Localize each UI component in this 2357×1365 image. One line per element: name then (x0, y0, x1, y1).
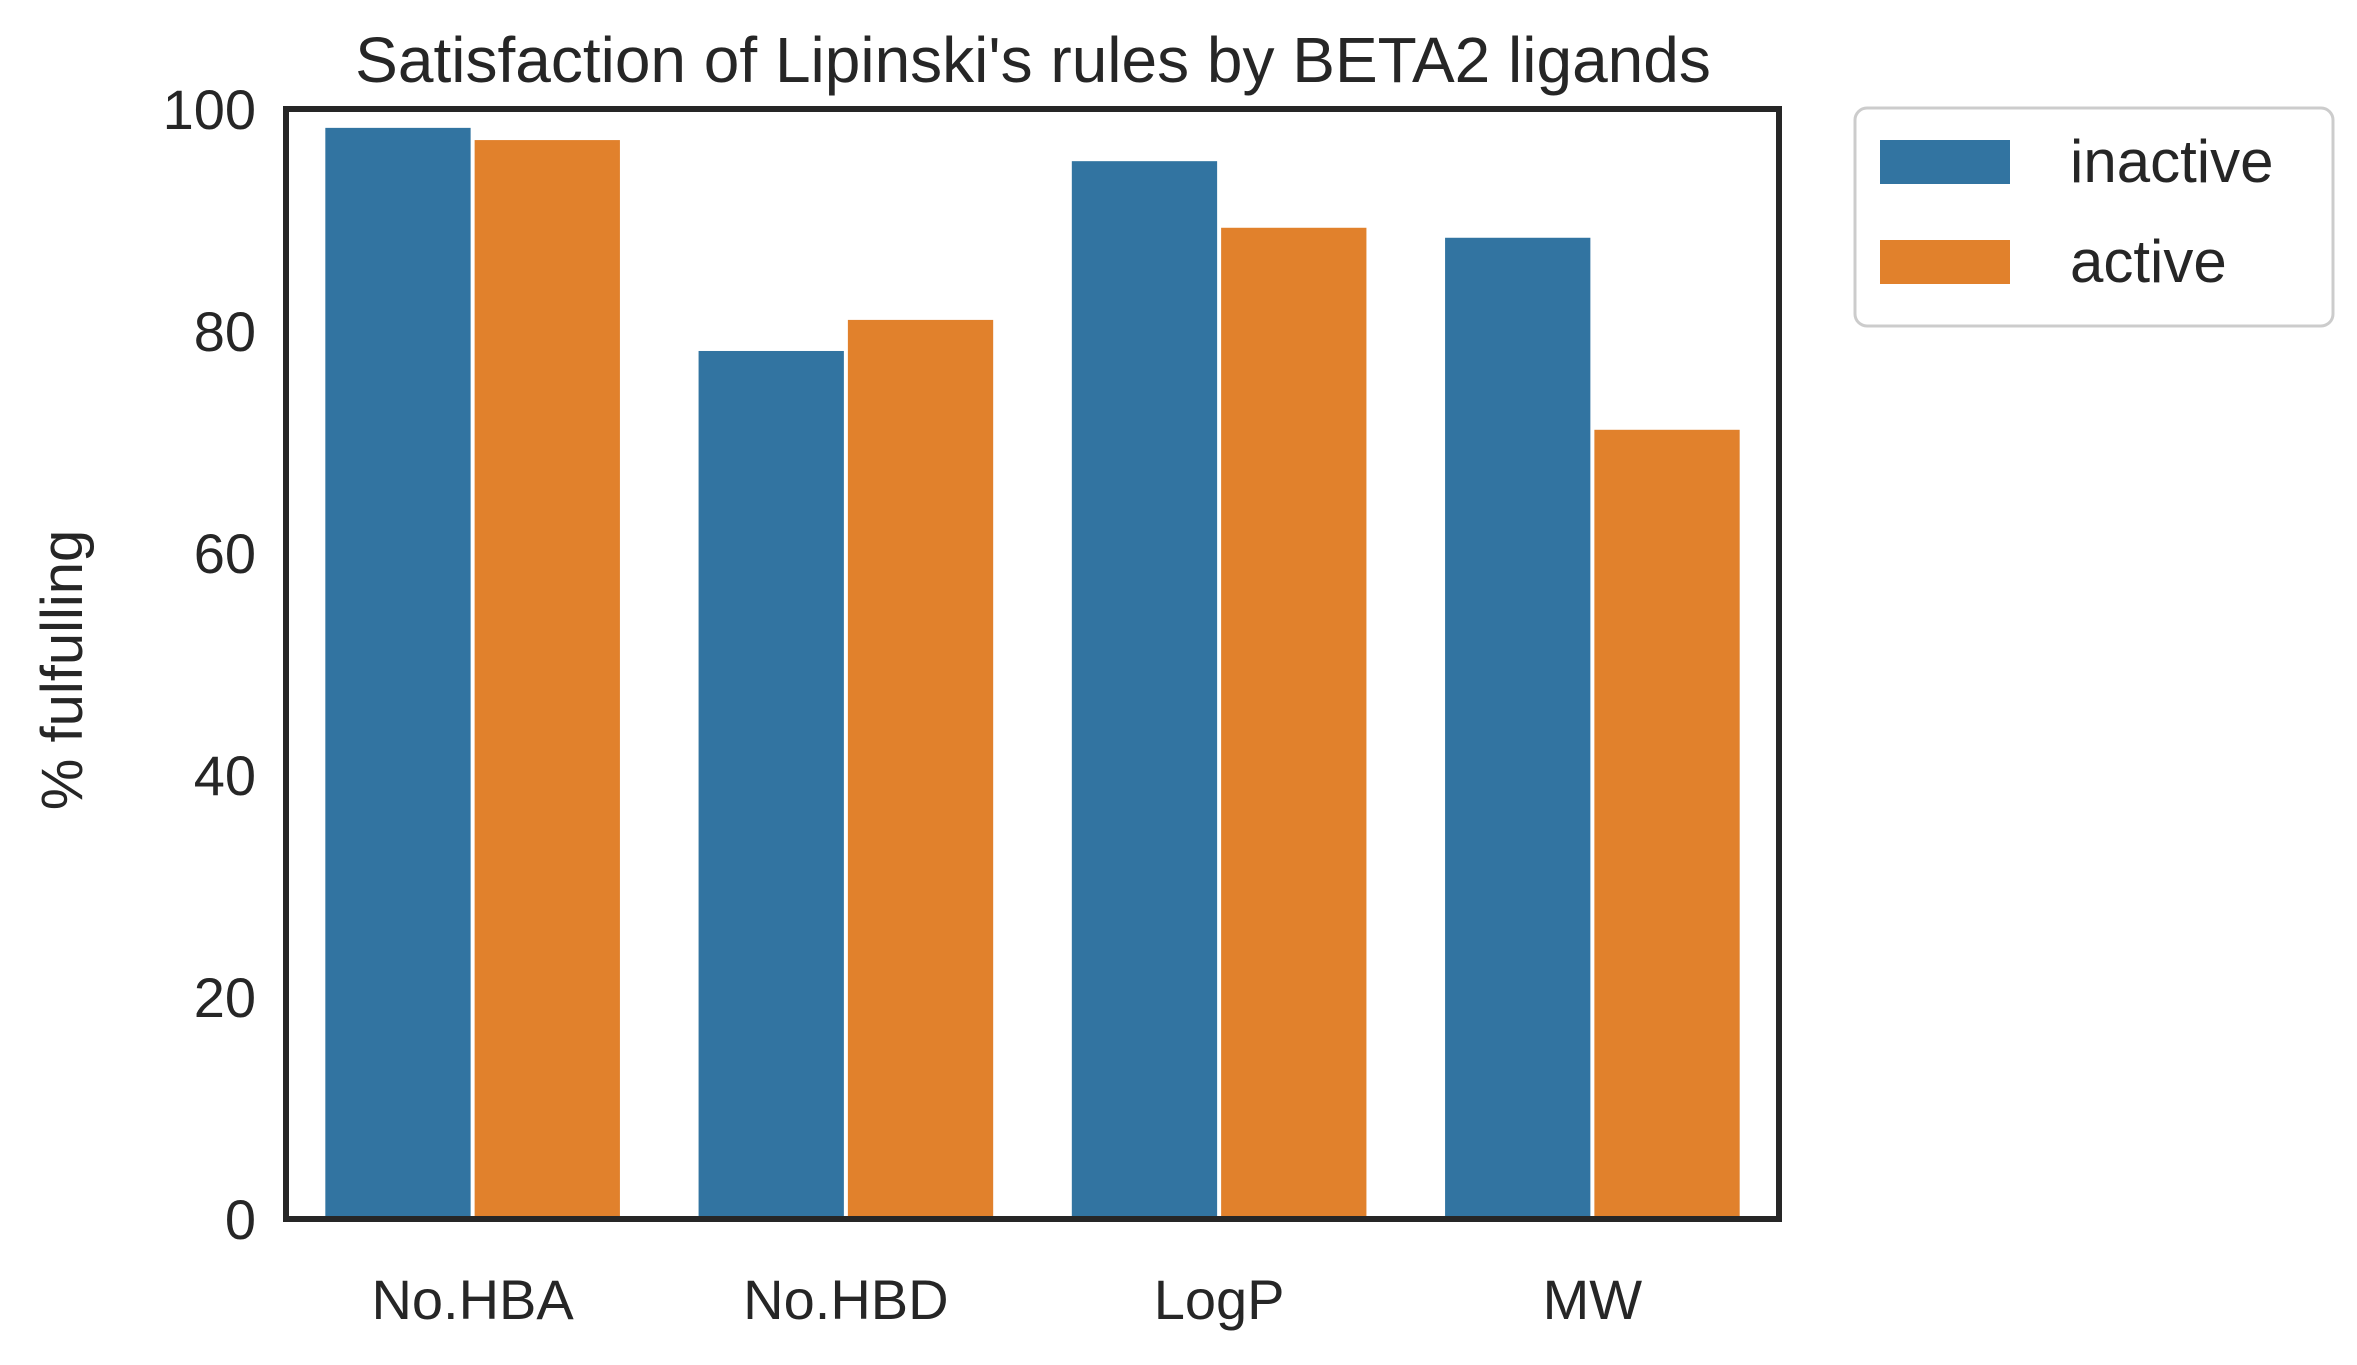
legend-swatch-inactive (1880, 140, 2010, 184)
bar-active-no-hbd (847, 319, 994, 1219)
x-tick-label: MW (1543, 1268, 1643, 1331)
y-tick-label: 80 (194, 300, 256, 363)
y-tick-label: 20 (194, 966, 256, 1029)
y-tick-label: 40 (194, 744, 256, 807)
bar-inactive-no-hbd (698, 350, 844, 1220)
bar-inactive-mw (1445, 237, 1591, 1219)
x-tick-label: No.HBD (743, 1268, 948, 1331)
x-tick-label: LogP (1154, 1268, 1285, 1331)
legend: inactive active (1853, 106, 2335, 328)
plot-area (325, 127, 1740, 1220)
y-axis: 0 20 40 60 80 100 (163, 78, 256, 1251)
bar-active-no-hba (474, 140, 620, 1220)
y-tick-label: 60 (194, 522, 256, 585)
bar-active-mw (1594, 429, 1740, 1219)
legend-label-inactive: inactive (2070, 128, 2273, 195)
plot-frame (283, 106, 1782, 1222)
x-tick-label: No.HBA (371, 1268, 574, 1331)
bar-inactive-no-hba (325, 127, 471, 1220)
bar-inactive-logp (1071, 161, 1218, 1219)
legend-label-active: active (2070, 228, 2227, 295)
x-axis: No.HBA No.HBD LogP MW (371, 1268, 1642, 1331)
bar-active-logp (1221, 227, 1367, 1219)
y-tick-label: 0 (225, 1188, 256, 1251)
y-tick-label: 100 (163, 78, 256, 141)
legend-swatch-active (1880, 240, 2010, 284)
y-axis-label: % fulfulling (30, 530, 95, 810)
chart-title: Satisfaction of Lipinski's rules by BETA… (355, 24, 1711, 96)
